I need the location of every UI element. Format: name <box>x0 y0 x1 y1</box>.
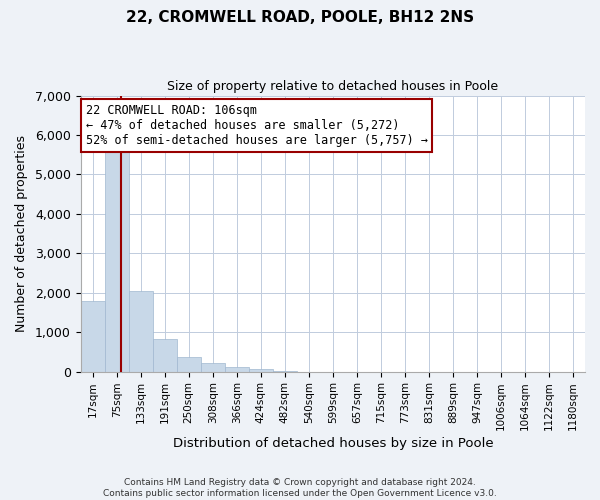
Y-axis label: Number of detached properties: Number of detached properties <box>15 135 28 332</box>
Bar <box>128 290 153 372</box>
Bar <box>153 339 177 372</box>
Text: 22, CROMWELL ROAD, POOLE, BH12 2NS: 22, CROMWELL ROAD, POOLE, BH12 2NS <box>126 10 474 25</box>
Bar <box>201 362 225 372</box>
Bar <box>273 371 297 372</box>
Bar <box>80 302 104 372</box>
Bar <box>104 146 128 372</box>
Bar <box>225 367 249 372</box>
X-axis label: Distribution of detached houses by size in Poole: Distribution of detached houses by size … <box>173 437 493 450</box>
Bar <box>249 369 273 372</box>
Title: Size of property relative to detached houses in Poole: Size of property relative to detached ho… <box>167 80 499 93</box>
Bar <box>177 358 201 372</box>
Text: Contains HM Land Registry data © Crown copyright and database right 2024.
Contai: Contains HM Land Registry data © Crown c… <box>103 478 497 498</box>
Text: 22 CROMWELL ROAD: 106sqm
← 47% of detached houses are smaller (5,272)
52% of sem: 22 CROMWELL ROAD: 106sqm ← 47% of detach… <box>86 104 428 147</box>
